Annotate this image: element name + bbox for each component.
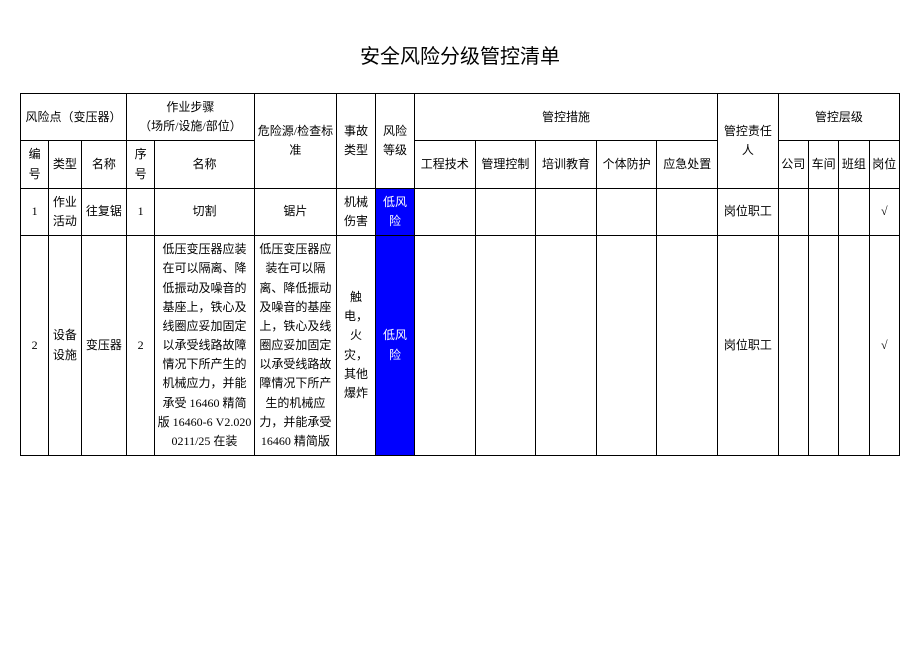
hdr-eng: 工程技术 (414, 141, 475, 188)
hdr-train: 培训教育 (536, 141, 597, 188)
hdr-step-group: 作业步骤 （场所/设施/部位） (127, 94, 255, 141)
cell-seq: 1 (127, 188, 155, 235)
document-page: 安全风险分级管控清单 风险点（变压器） 作业步骤 （场所/设施/部位） 危险源/… (20, 40, 900, 456)
hdr-name: 名称 (81, 141, 126, 188)
cell-num: 1 (21, 188, 49, 235)
hdr-mgmt: 管理控制 (475, 141, 536, 188)
cell-risk-level: 低风险 (376, 236, 415, 456)
hdr-risk-level: 风险等级 (376, 94, 415, 189)
cell-seq: 2 (127, 236, 155, 456)
cell-mgmt (475, 236, 536, 456)
cell-risk-level: 低风险 (376, 188, 415, 235)
table-row: 1 作业活动 往复锯 1 切割 锯片 机械伤害 低风险 岗位职工 √ (21, 188, 900, 235)
hdr-risk-point: 风险点（变压器） (21, 94, 127, 141)
cell-eng (414, 236, 475, 456)
cell-workshop (808, 236, 838, 456)
cell-ppe (596, 236, 657, 456)
cell-responsible: 岗位职工 (718, 188, 779, 235)
page-title: 安全风险分级管控清单 (20, 40, 900, 69)
cell-eng (414, 188, 475, 235)
cell-post: √ (869, 236, 899, 456)
cell-accident: 触电，火灾，其他爆炸 (337, 236, 376, 456)
hdr-hazard: 危险源/检查标准 (254, 94, 336, 189)
hdr-seq: 序号 (127, 141, 155, 188)
table-row: 2 设备设施 变压器 2 低压变压器应装在可以隔离、降低振动及噪音的基座上，铁心… (21, 236, 900, 456)
cell-responsible: 岗位职工 (718, 236, 779, 456)
hdr-company: 公司 (778, 141, 808, 188)
cell-mgmt (475, 188, 536, 235)
hdr-ppe: 个体防护 (596, 141, 657, 188)
cell-name: 变压器 (81, 236, 126, 456)
cell-name: 往复锯 (81, 188, 126, 235)
table-header: 风险点（变压器） 作业步骤 （场所/设施/部位） 危险源/检查标准 事故类型 风… (21, 94, 900, 189)
cell-team (839, 188, 869, 235)
hdr-levels: 管控层级 (778, 94, 899, 141)
risk-table: 风险点（变压器） 作业步骤 （场所/设施/部位） 危险源/检查标准 事故类型 风… (20, 93, 900, 456)
hdr-num: 编号 (21, 141, 49, 188)
cell-hazard: 低压变压器应装在可以隔离、降低振动及噪音的基座上，铁心及线圈应妥加固定以承受线路… (254, 236, 336, 456)
table-body: 1 作业活动 往复锯 1 切割 锯片 机械伤害 低风险 岗位职工 √ (21, 188, 900, 455)
hdr-workshop: 车间 (808, 141, 838, 188)
cell-hazard: 锯片 (254, 188, 336, 235)
cell-emerg (657, 188, 718, 235)
cell-post: √ (869, 188, 899, 235)
hdr-type: 类型 (49, 141, 81, 188)
cell-train (536, 236, 597, 456)
cell-ppe (596, 188, 657, 235)
hdr-team: 班组 (839, 141, 869, 188)
hdr-step-name: 名称 (155, 141, 255, 188)
hdr-measures: 管控措施 (414, 94, 717, 141)
cell-company (778, 236, 808, 456)
hdr-accident: 事故类型 (337, 94, 376, 189)
cell-company (778, 188, 808, 235)
cell-emerg (657, 236, 718, 456)
hdr-emerg: 应急处置 (657, 141, 718, 188)
cell-step-name: 切割 (155, 188, 255, 235)
cell-step-name: 低压变压器应装在可以隔离、降低振动及噪音的基座上，铁心及线圈应妥加固定以承受线路… (155, 236, 255, 456)
cell-team (839, 236, 869, 456)
cell-type: 作业活动 (49, 188, 81, 235)
cell-train (536, 188, 597, 235)
cell-accident: 机械伤害 (337, 188, 376, 235)
cell-type: 设备设施 (49, 236, 81, 456)
cell-num: 2 (21, 236, 49, 456)
hdr-responsible: 管控责任人 (718, 94, 779, 189)
cell-workshop (808, 188, 838, 235)
hdr-post: 岗位 (869, 141, 899, 188)
